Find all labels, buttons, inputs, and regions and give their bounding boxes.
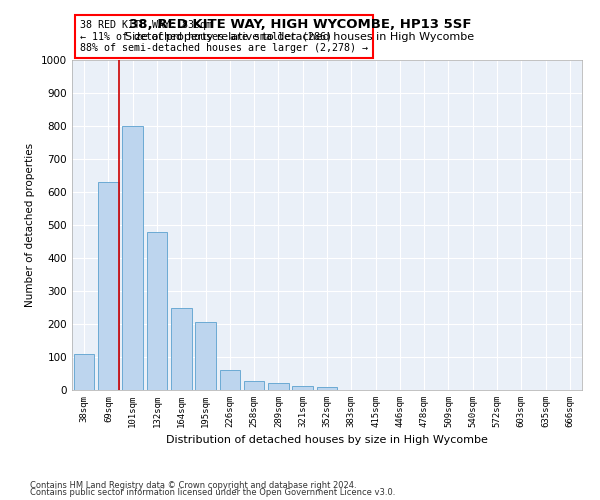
Text: 38, RED KITE WAY, HIGH WYCOMBE, HP13 5SF: 38, RED KITE WAY, HIGH WYCOMBE, HP13 5SF [129,18,471,30]
Text: Contains HM Land Registry data © Crown copyright and database right 2024.: Contains HM Land Registry data © Crown c… [30,480,356,490]
Bar [98,182,119,390]
Bar [268,384,289,390]
Bar [220,370,240,390]
Y-axis label: Number of detached properties: Number of detached properties [25,143,35,307]
Bar [244,382,265,390]
Bar [195,322,216,390]
X-axis label: Distribution of detached houses by size in High Wycombe: Distribution of detached houses by size … [166,436,488,446]
Bar [122,126,143,390]
Text: Size of property relative to detached houses in High Wycombe: Size of property relative to detached ho… [125,32,475,42]
Bar [146,232,167,390]
Text: 38 RED KITE WAY: 83sqm
← 11% of detached houses are smaller (286)
88% of semi-de: 38 RED KITE WAY: 83sqm ← 11% of detached… [80,20,368,54]
Bar [171,308,191,390]
Bar [317,386,337,390]
Bar [74,354,94,390]
Bar [292,386,313,390]
Text: Contains public sector information licensed under the Open Government Licence v3: Contains public sector information licen… [30,488,395,497]
